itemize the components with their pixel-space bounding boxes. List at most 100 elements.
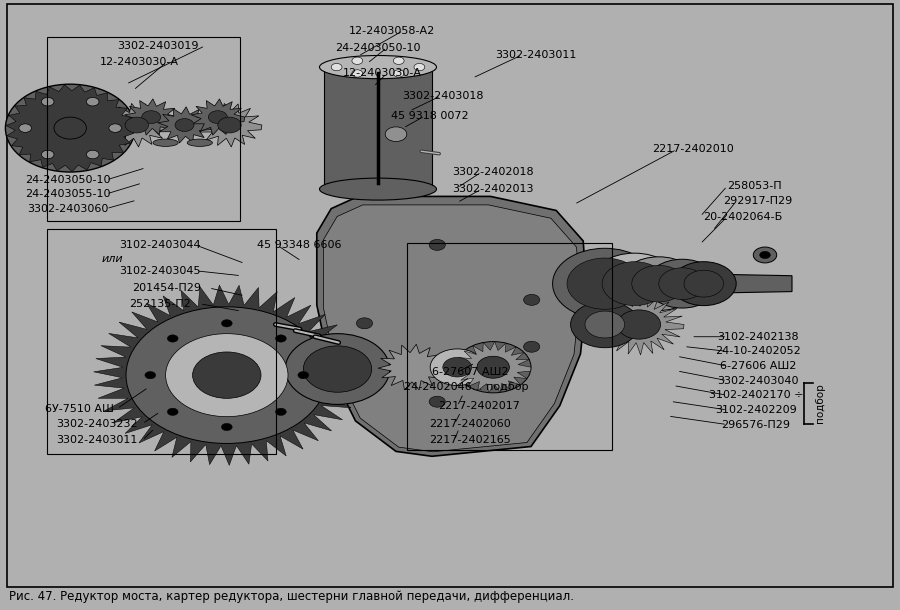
Text: подбор: подбор	[814, 384, 824, 423]
Text: 24-2403050-10: 24-2403050-10	[335, 43, 421, 52]
Circle shape	[221, 320, 232, 327]
Circle shape	[753, 247, 777, 263]
Text: 20-2402064-Б: 20-2402064-Б	[703, 212, 782, 221]
Circle shape	[41, 98, 54, 106]
Circle shape	[352, 70, 363, 77]
Circle shape	[17, 92, 123, 164]
Circle shape	[298, 371, 309, 379]
Text: 3102-2402209: 3102-2402209	[716, 405, 796, 415]
Circle shape	[393, 57, 404, 65]
Circle shape	[41, 150, 54, 159]
Circle shape	[166, 334, 288, 417]
Circle shape	[659, 268, 706, 300]
Circle shape	[455, 342, 531, 393]
Circle shape	[167, 335, 178, 342]
Circle shape	[142, 110, 161, 123]
Circle shape	[414, 63, 425, 71]
Text: 292917-П29: 292917-П29	[724, 196, 792, 206]
Ellipse shape	[320, 178, 436, 200]
Text: 252135-П2: 252135-П2	[130, 299, 191, 309]
Text: 2217-2402060: 2217-2402060	[429, 419, 510, 429]
Circle shape	[275, 408, 286, 415]
Text: 6У-7510 АШ: 6У-7510 АШ	[45, 404, 113, 414]
Circle shape	[429, 396, 445, 407]
Text: 3102-2402138: 3102-2402138	[717, 332, 798, 342]
Polygon shape	[378, 344, 446, 390]
Text: 2217-2402017: 2217-2402017	[438, 401, 519, 411]
Polygon shape	[94, 285, 360, 465]
Circle shape	[275, 335, 286, 342]
Polygon shape	[191, 99, 245, 135]
Polygon shape	[455, 342, 531, 393]
Text: 3302-2403060: 3302-2403060	[27, 204, 108, 213]
Text: 3302-2402018: 3302-2402018	[453, 167, 534, 177]
Text: 6-27606 АШ2: 6-27606 АШ2	[720, 361, 796, 371]
Text: 258053-П: 258053-П	[727, 181, 781, 191]
Text: 3102-2403045: 3102-2403045	[120, 266, 201, 276]
Text: 24-2403050-10: 24-2403050-10	[25, 175, 110, 185]
Circle shape	[126, 307, 328, 443]
Circle shape	[602, 262, 667, 306]
Text: 6-27607 АШ2: 6-27607 АШ2	[432, 367, 508, 377]
Circle shape	[5, 84, 135, 172]
Circle shape	[590, 253, 680, 314]
Text: 3302-2403019: 3302-2403019	[117, 41, 198, 51]
Circle shape	[443, 357, 472, 377]
Text: или: или	[102, 254, 123, 264]
Text: 2217-2402165: 2217-2402165	[429, 436, 510, 445]
Text: Рис. 47. Редуктор моста, картер редуктора, шестерни главной передачи, дифференци: Рис. 47. Редуктор моста, картер редуктор…	[9, 590, 574, 603]
Text: 3302-2403040: 3302-2403040	[717, 376, 798, 386]
Polygon shape	[6, 85, 134, 171]
Text: 24-2403055-10: 24-2403055-10	[25, 189, 110, 199]
Polygon shape	[197, 103, 262, 147]
Ellipse shape	[187, 139, 212, 146]
Text: 296576-П29: 296576-П29	[722, 420, 790, 429]
Circle shape	[524, 295, 540, 306]
Polygon shape	[158, 107, 212, 143]
Text: 3302-2402013: 3302-2402013	[453, 184, 534, 194]
Circle shape	[385, 127, 407, 142]
Circle shape	[145, 371, 156, 379]
Polygon shape	[567, 271, 792, 296]
Circle shape	[430, 349, 484, 386]
Text: 24-10-2402052: 24-10-2402052	[715, 346, 801, 356]
Circle shape	[553, 248, 657, 319]
Polygon shape	[124, 99, 178, 135]
Circle shape	[125, 117, 148, 133]
Polygon shape	[594, 294, 684, 355]
Circle shape	[86, 98, 99, 106]
Ellipse shape	[153, 139, 178, 146]
Bar	[47, 37, 240, 221]
Polygon shape	[104, 103, 169, 147]
Text: 3302-2403011: 3302-2403011	[57, 436, 138, 445]
Circle shape	[86, 150, 99, 159]
Circle shape	[671, 262, 736, 306]
Ellipse shape	[320, 56, 436, 79]
Circle shape	[352, 57, 363, 65]
Bar	[407, 243, 612, 450]
Circle shape	[303, 346, 372, 392]
Circle shape	[429, 239, 445, 250]
Circle shape	[393, 70, 404, 77]
Circle shape	[646, 259, 718, 308]
Circle shape	[571, 301, 639, 348]
Circle shape	[585, 311, 625, 338]
Text: 12-2403058-А2: 12-2403058-А2	[348, 26, 435, 35]
Circle shape	[218, 117, 241, 133]
Text: 3302-2403232: 3302-2403232	[57, 419, 138, 429]
Text: 12-2403030-А: 12-2403030-А	[100, 57, 179, 67]
Circle shape	[193, 352, 261, 398]
Circle shape	[619, 257, 698, 310]
Bar	[47, 229, 276, 454]
Circle shape	[567, 258, 643, 309]
Text: 3302-2403011: 3302-2403011	[495, 50, 576, 60]
Circle shape	[632, 265, 686, 302]
Circle shape	[109, 124, 122, 132]
Text: 24-2402046... подбор: 24-2402046... подбор	[404, 382, 528, 392]
Circle shape	[760, 251, 770, 259]
Polygon shape	[324, 67, 432, 189]
Circle shape	[19, 124, 32, 132]
Text: 45 93348 6606: 45 93348 6606	[256, 240, 341, 250]
Circle shape	[221, 423, 232, 431]
Text: 3102-2403044: 3102-2403044	[120, 240, 201, 250]
